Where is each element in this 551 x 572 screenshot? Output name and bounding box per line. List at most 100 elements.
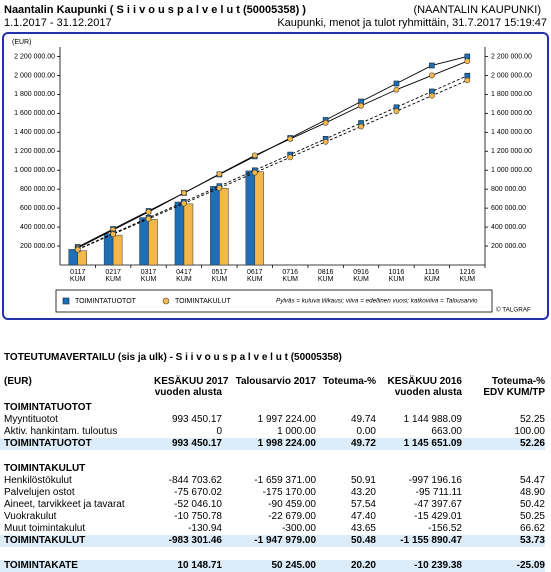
header-text: Toteuma-% xyxy=(491,376,545,387)
table-cell: -75 670.02 xyxy=(174,487,222,498)
x-tick-label: 0517 xyxy=(212,269,228,276)
bar xyxy=(148,219,158,266)
table-cell: -844 703.62 xyxy=(168,475,222,486)
y-tick-label: 1 200 000.00 xyxy=(14,148,55,155)
table-cell: -130.94 xyxy=(188,523,222,534)
y2-tick-label: 1 000 000.00 xyxy=(491,167,532,174)
bar xyxy=(174,201,185,266)
section-heading: TOIMINTATUOTOT xyxy=(4,402,92,413)
table-cell: 54.47 xyxy=(519,475,545,486)
bar xyxy=(77,250,87,266)
total-row: TOIMINTATUOTOT 993 450.17 1 998 224.00 49.7… xyxy=(0,438,545,450)
x-tick-label: 1116 xyxy=(425,269,440,276)
bar xyxy=(139,217,149,266)
table-cell: -47 397.67 xyxy=(414,499,462,510)
x-tick-label: 0716 xyxy=(282,269,298,276)
point-marker xyxy=(287,154,294,161)
header-cell: KESÄKUU 2017 vuoden alusta xyxy=(150,376,229,402)
table-cell: 20.20 xyxy=(316,560,376,572)
table-cell: 57.54 xyxy=(350,499,376,510)
table-cell: 993 450.17 xyxy=(171,414,222,425)
y-tick-label: 2 200 000.00 xyxy=(14,53,55,60)
x-tick-unit: KUM xyxy=(141,276,157,283)
data-row: Henkilöstökulut -844 703.62 -1 659 371.00 5… xyxy=(0,475,545,487)
budget-line xyxy=(77,79,468,251)
table-title: TOTEUTUMAVERTAILU (sis ja ulk) - S i i v… xyxy=(4,352,342,363)
y-tick-label: 1 000 000.00 xyxy=(14,167,55,174)
x-tick-label: 0117 xyxy=(70,269,85,276)
spacer-row xyxy=(0,547,545,560)
table-cell: -90 459.00 xyxy=(268,499,316,510)
section-heading: TOIMINTAKULUT xyxy=(4,463,86,474)
table-cell: -983 301.46 xyxy=(150,535,222,547)
table-cell: 49.74 xyxy=(350,414,376,425)
x-tick-label: 0617 xyxy=(247,269,263,276)
point-marker xyxy=(393,80,400,87)
header-text: KESÄKUU 2017 xyxy=(154,376,229,387)
table-cell: -10 750.78 xyxy=(174,511,222,522)
table-cell: 43.20 xyxy=(350,487,376,498)
x-tick-unit: KUM xyxy=(282,276,298,283)
table-cell: 1 997 224.00 xyxy=(257,414,316,425)
point-marker xyxy=(393,108,400,115)
data-row: Myyntituotot 993 450.17 1 997 224.00 49.74 1… xyxy=(0,414,545,426)
header-text: Toteuma-% xyxy=(322,376,376,387)
y-tick-label: 1 400 000.00 xyxy=(14,129,55,136)
point-marker xyxy=(216,185,223,191)
x-tick-unit: KUM xyxy=(389,276,405,283)
point-marker xyxy=(216,171,223,177)
chart-frame: (EUR) 200 000.00 200 000.00 400 000.00 400 … xyxy=(2,32,549,320)
data-row: Muut toimintakulut -130.94 -300.00 43.65 -15… xyxy=(0,523,545,535)
previous-year-line xyxy=(77,60,468,249)
table-cell: 50.25 xyxy=(519,511,545,522)
x-tick-label: 0816 xyxy=(318,269,334,276)
x-tick-unit: KUM xyxy=(70,276,86,283)
table-cell: TOIMINTAKATE xyxy=(0,560,150,572)
point-marker xyxy=(287,136,294,142)
header-cell: KESÄKUU 2016 vuoden alusta xyxy=(376,376,462,402)
x-tick-unit: KUM xyxy=(353,276,369,283)
y2-tick-label: 1 600 000.00 xyxy=(491,110,532,117)
bar xyxy=(112,234,123,266)
x-tick-unit: KUM xyxy=(212,276,228,283)
x-tick-unit: KUM xyxy=(424,276,440,283)
y2-tick-label: 400 000.00 xyxy=(491,224,526,231)
table-cell: 663.00 xyxy=(431,426,462,437)
report-period: 1.1.2017 - 31.12.2017 xyxy=(4,17,112,29)
header-cell: (EUR) xyxy=(0,376,150,402)
bar xyxy=(254,171,265,266)
table-cell: 48.90 xyxy=(519,487,545,498)
chart-note: Pylväs = kuluva tilikausi; viiva = edell… xyxy=(276,298,478,305)
legend-marker xyxy=(162,297,170,305)
legend-marker xyxy=(62,297,70,305)
table-cell: 53.73 xyxy=(462,535,545,547)
point-marker xyxy=(428,72,435,79)
table-cell: 50 245.00 xyxy=(222,560,316,572)
x-tick-label: 0916 xyxy=(353,269,369,276)
y2-tick-label: 2 000 000.00 xyxy=(491,72,532,79)
budget-line xyxy=(77,75,468,250)
header-text: Talousarvio 2017 xyxy=(235,376,316,387)
bar xyxy=(210,186,220,266)
organization: (NAANTALIN KAUPUNKI) xyxy=(413,4,541,16)
header-cell: Toteuma-% xyxy=(316,376,376,402)
table-cell: 52.26 xyxy=(462,438,545,450)
report-info: Kaupunki, menot ja tulot ryhmittäin, 31.… xyxy=(277,17,547,29)
point-marker xyxy=(322,119,329,126)
table-cell: 43.65 xyxy=(350,523,376,534)
table-cell: -52 046.10 xyxy=(174,499,222,510)
final-row: TOIMINTAKATE 10 148.71 50 245.00 20.20 -10 2… xyxy=(0,560,545,572)
table-cell: Myyntituotot xyxy=(4,414,58,425)
header-text: vuoden alusta xyxy=(154,387,222,398)
table-cell: 50.91 xyxy=(350,475,376,486)
y-tick-label: 1 800 000.00 xyxy=(14,91,55,98)
x-tick-unit: KUM xyxy=(176,276,192,283)
point-marker xyxy=(322,138,329,145)
table-cell: -300.00 xyxy=(282,523,316,534)
table-cell: 1 144 988.09 xyxy=(403,414,462,425)
x-tick-unit: KUM xyxy=(318,276,334,283)
table-cell: -10 239.38 xyxy=(376,560,462,572)
x-tick-label: 0317 xyxy=(141,269,157,276)
header-text: KESÄKUU 2016 xyxy=(387,376,462,387)
point-marker xyxy=(464,77,471,84)
